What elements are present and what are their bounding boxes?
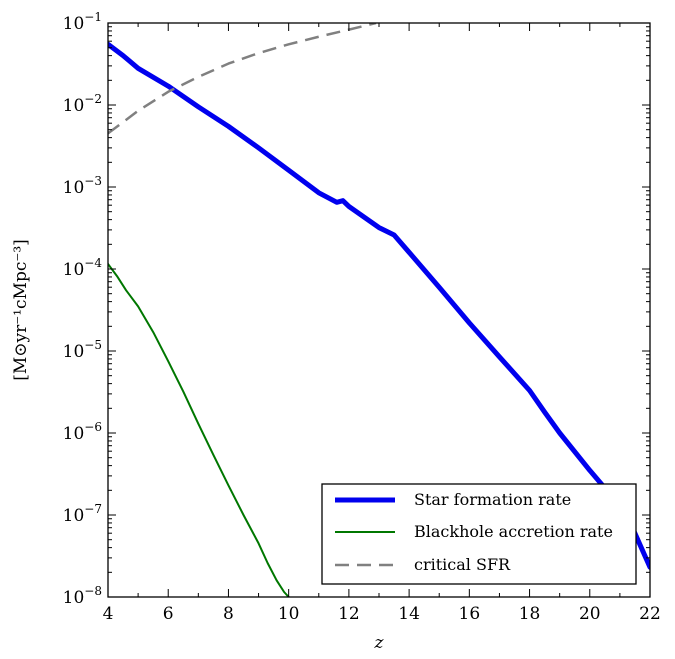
x-tick-label: 4 [103,604,114,624]
x-tick-label: 8 [223,604,234,624]
x-tick-label: 10 [278,604,300,624]
y-axis-label: [M⊙yr⁻¹cMpc⁻³] [11,239,31,381]
x-tick-label: 16 [459,604,481,624]
plot-frame [107,22,651,598]
x-tick-label: 18 [519,604,541,624]
ticks-layer [107,22,651,598]
tick-labels: 4 6 8 10 12 14 16 18 20 22 10−8 10−7 10−6 10−5 10−4 10−… [63,10,661,624]
x-tick-label: 6 [163,604,174,624]
x-tick-label: 20 [579,604,601,624]
series-layer [108,23,650,597]
x-tick-label: 14 [398,604,420,624]
y-tick-label: 10−3 [63,174,102,198]
series-line-critical-sfr [108,23,377,135]
y-tick-label: 10−5 [63,338,102,362]
legend-label-critical-sfr: critical SFR [414,555,511,574]
x-tick-label: 22 [639,604,661,624]
series-line-star-formation-rate [108,41,650,570]
legend-label-blackhole-accretion-rate: Blackhole accretion rate [414,522,613,541]
y-tick-label: 10−2 [63,92,102,116]
y-tick-label: 10−8 [63,584,102,608]
x-tick-label: 12 [338,604,360,624]
legend: Star formation rate Blackhole accretion … [321,483,637,585]
series-line-blackhole-accretion-rate [108,263,290,597]
y-tick-label: 10−7 [63,502,102,526]
legend-label-star-formation-rate: Star formation rate [414,490,571,509]
y-tick-label: 10−6 [63,420,102,444]
y-tick-label: 10−1 [63,10,102,34]
y-tick-label: 10−4 [63,256,103,280]
x-axis-label: z [374,633,385,653]
